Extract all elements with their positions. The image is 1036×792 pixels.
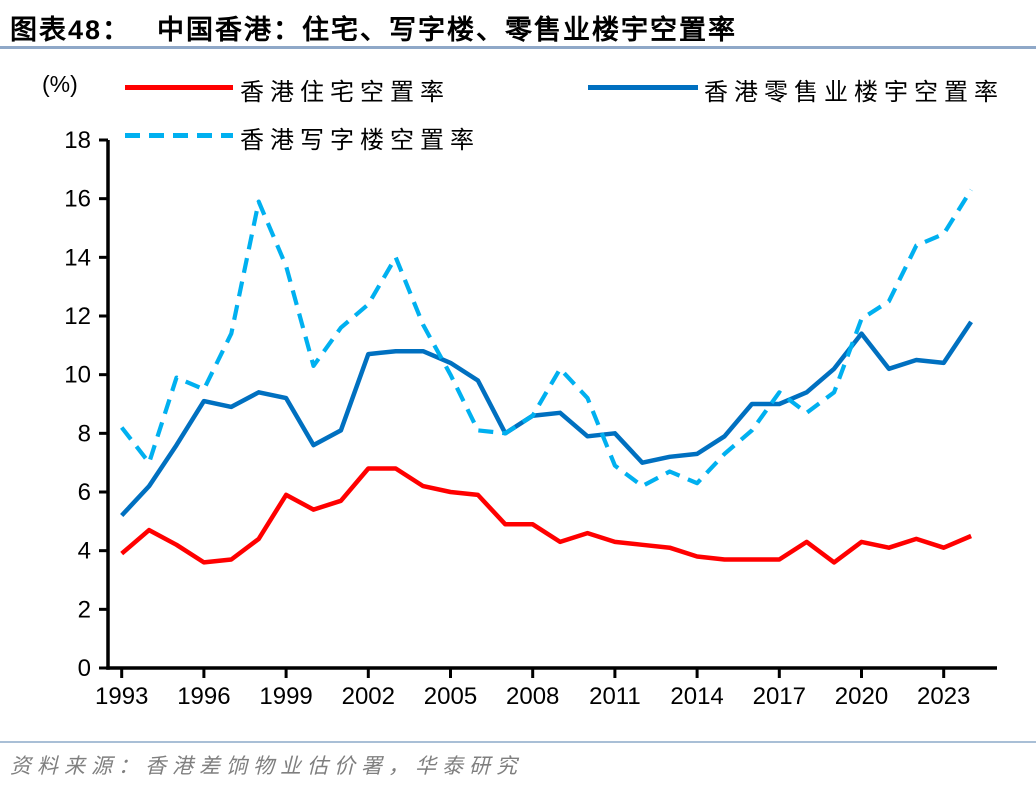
legend-marker-retail: [588, 85, 698, 90]
x-tick-label-2002: 2002: [342, 683, 395, 710]
x-tick-label-1993: 1993: [95, 683, 148, 710]
legend-label-office: 香港写字楼空置率: [240, 127, 480, 154]
x-tick-label-2017: 2017: [753, 683, 806, 710]
x-tick-label-2005: 2005: [424, 683, 477, 710]
x-tick-label-2020: 2020: [835, 683, 888, 710]
title-underline: [0, 46, 1036, 49]
y-tick-label-10: 10: [64, 362, 91, 389]
y-axis-unit-label: (%): [42, 71, 78, 97]
x-tick-label-1999: 1999: [259, 683, 312, 710]
legend-marker-office: [125, 133, 233, 138]
y-tick-label-14: 14: [64, 244, 91, 271]
x-tick-label-2008: 2008: [506, 683, 559, 710]
figure-number: 图表48：: [10, 15, 132, 45]
y-tick-label-12: 12: [64, 303, 91, 330]
y-tick-label-4: 4: [78, 538, 91, 565]
legend-label-retail: 香港零售业楼宇空置率: [704, 79, 1004, 106]
y-tick-label-6: 6: [78, 479, 91, 506]
series-line-retail: [120, 320, 973, 518]
series-line-residential: [120, 466, 972, 565]
legend-marker-residential: [125, 85, 233, 90]
x-tick-label-1996: 1996: [177, 683, 230, 710]
figure-title-row: 图表48： 中国香港：住宅、写字楼、零售业楼宇空置率: [10, 8, 737, 47]
y-tick-label-2: 2: [78, 596, 91, 623]
legend-label-residential: 香港住宅空置率: [240, 79, 450, 106]
figure-title: 中国香港：住宅、写字楼、零售业楼宇空置率: [157, 15, 738, 45]
footer-divider: [0, 741, 1036, 743]
x-tick-label-2023: 2023: [917, 683, 970, 710]
series-line-office: [120, 188, 973, 489]
x-tick-label-2011: 2011: [589, 683, 641, 710]
x-tick-label-2014: 2014: [670, 683, 723, 710]
y-tick-label-18: 18: [64, 127, 91, 154]
y-tick-label-0: 0: [78, 655, 91, 682]
source-note: 资料来源：香港差饷物业估价署，华泰研究: [10, 754, 523, 778]
y-tick-label-8: 8: [78, 420, 91, 447]
y-tick-label-16: 16: [64, 186, 91, 213]
